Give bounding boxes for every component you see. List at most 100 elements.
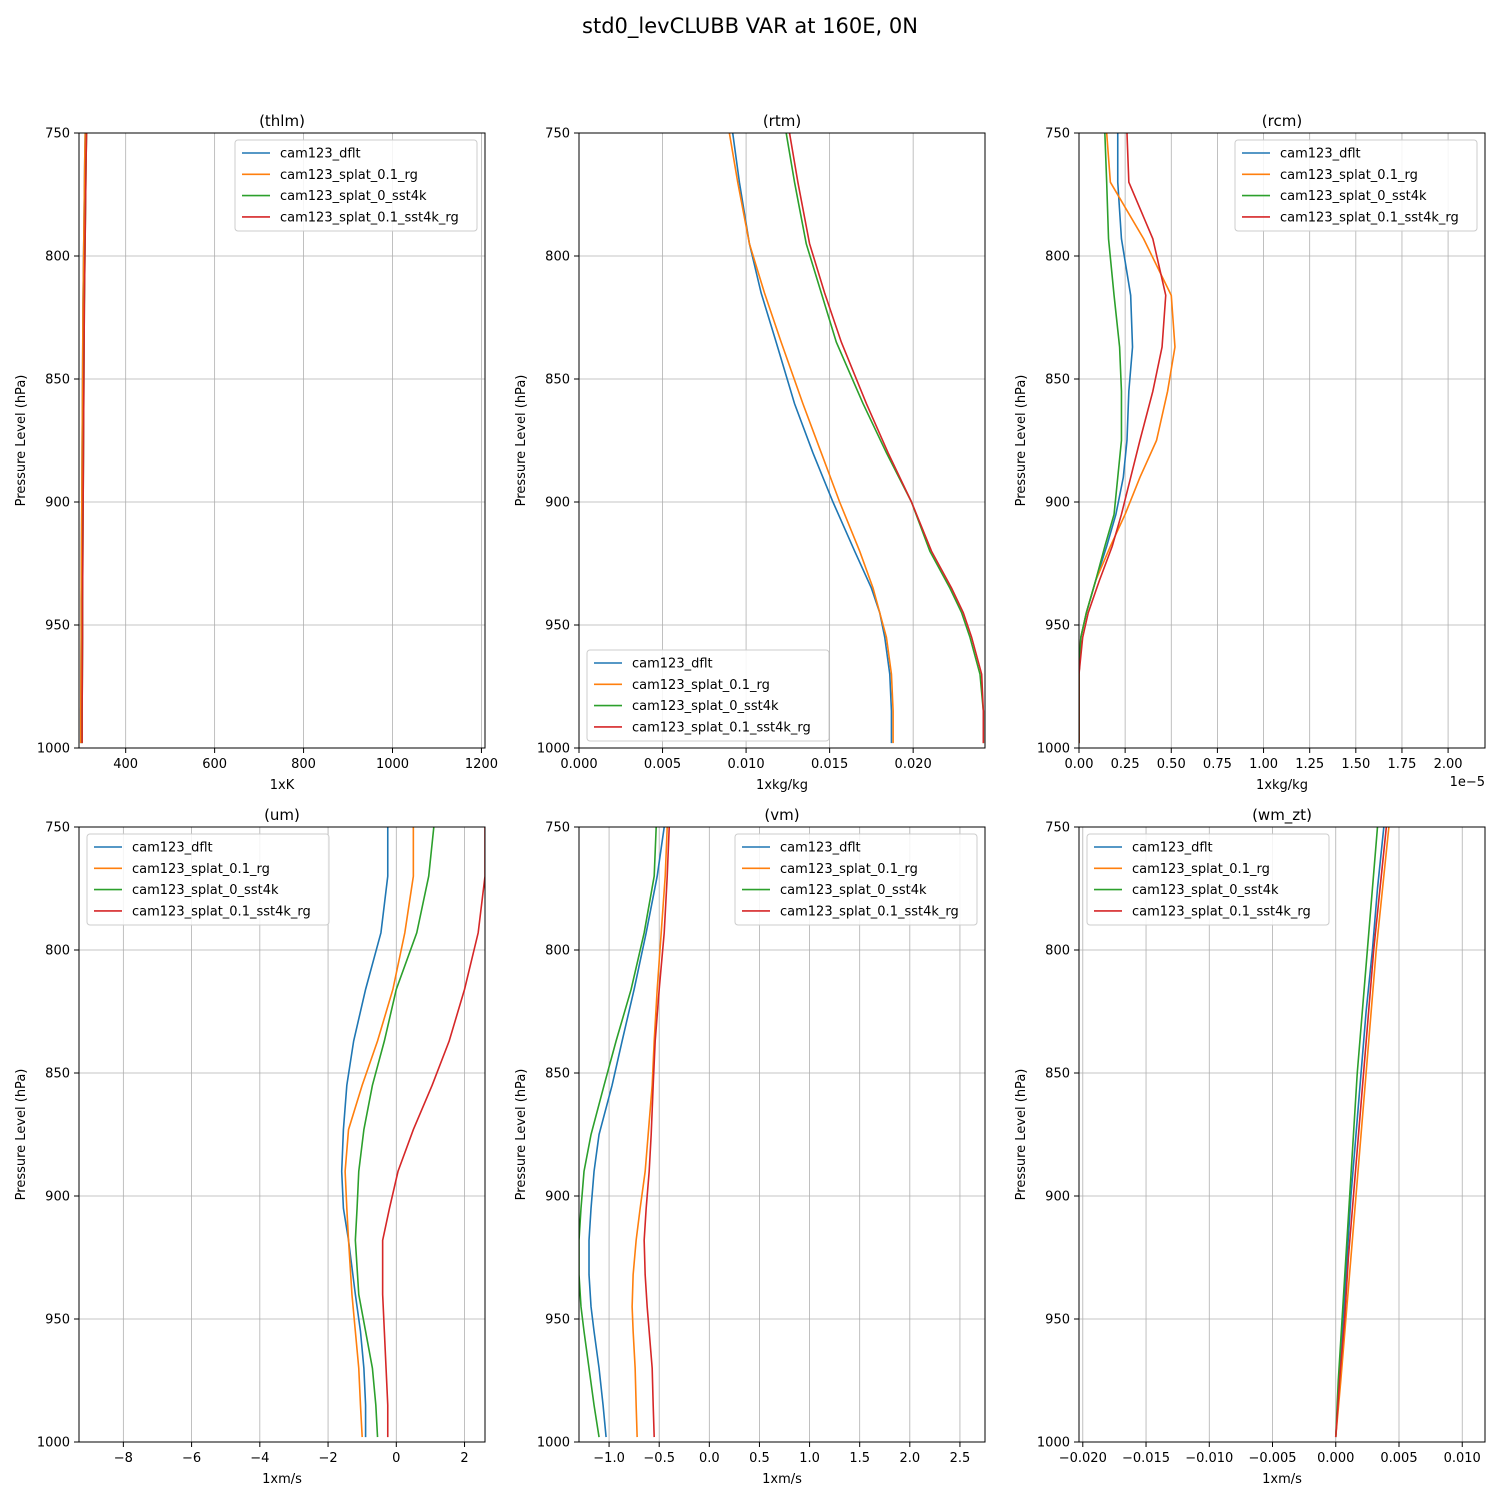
subplot-title: (vm) xyxy=(764,806,799,824)
y-axis-label: Pressure Level (hPa) xyxy=(514,1069,529,1201)
legend-label: cam123_splat_0.1_sst4k_rg xyxy=(632,720,811,735)
y-tick-label: 800 xyxy=(1045,944,1070,959)
y-tick-label: 1000 xyxy=(537,1436,570,1451)
legend-box xyxy=(1234,139,1478,232)
x-tick-label: 0.000 xyxy=(560,757,597,772)
series-line-cam123_splat_0_sst4k xyxy=(1079,133,1123,744)
y-tick-label: 850 xyxy=(45,1067,70,1082)
legend-label: cam123_dflt xyxy=(780,841,861,856)
series-line-cam123_splat_0.1_sst4k_rg xyxy=(1079,133,1167,744)
axes-frame xyxy=(1078,132,1486,749)
series-line-cam123_splat_0.1_sst4k_rg xyxy=(1334,827,1388,1438)
series-line-cam123_splat_0.1_rg xyxy=(1334,827,1390,1438)
y-tick-label: 900 xyxy=(45,1190,70,1205)
series-line-cam123_splat_0_sst4k xyxy=(579,827,657,1438)
series-line-cam123_splat_0.1_sst4k_rg xyxy=(81,133,88,744)
legend-label: cam123_splat_0.1_rg xyxy=(632,678,770,693)
x-axis-label: 1xkg/kg xyxy=(756,778,808,793)
x-tick-label: −8 xyxy=(114,1451,133,1466)
x-tick-label: 0.25 xyxy=(1111,757,1140,772)
y-tick-label: 750 xyxy=(1045,821,1070,836)
x-axis-label: 1xK xyxy=(270,778,295,793)
series-line-cam123_splat_0.1_rg xyxy=(79,133,87,744)
x-tick-label: 2.00 xyxy=(1434,757,1463,772)
x-tick-label: −0.020 xyxy=(1059,1451,1107,1466)
x-tick-label: 1200 xyxy=(465,757,498,772)
y-tick-label: 750 xyxy=(45,821,70,836)
legend-label: cam123_dflt xyxy=(1132,841,1213,856)
y-tick-label: 850 xyxy=(1045,1067,1070,1082)
legend-label: cam123_splat_0.1_rg xyxy=(1280,168,1418,183)
y-tick-label: 800 xyxy=(545,250,570,265)
legend-label: cam123_splat_0_sst4k xyxy=(132,883,279,898)
subplot-title: (thlm) xyxy=(259,112,305,130)
axes-frame xyxy=(78,132,486,749)
x-tick-label: 2 xyxy=(460,1451,468,1466)
series-line-cam123_splat_0.1_rg xyxy=(728,133,894,744)
subplot-title: (rcm) xyxy=(1262,112,1302,130)
x-tick-label: 0.020 xyxy=(895,757,932,772)
legend-label: cam123_splat_0_sst4k xyxy=(780,883,927,898)
legend-label: cam123_splat_0.1_rg xyxy=(780,862,918,877)
axes-frame xyxy=(578,132,986,749)
y-tick-label: 1000 xyxy=(537,742,570,757)
x-tick-label: −2 xyxy=(318,1451,337,1466)
x-tick-label: −0.015 xyxy=(1122,1451,1170,1466)
subplot-title: (rtm) xyxy=(763,112,801,130)
subplot-thlm: 400 600 800 1000 1200 750 800 850 900 950 1000 (thl… xyxy=(14,112,498,793)
legend-box xyxy=(586,649,830,742)
series-line-cam123_splat_0.1_sst4k_rg xyxy=(788,133,985,744)
legend: cam123_dflt cam123_splat_0.1_rg cam123_spl… xyxy=(234,139,478,232)
x-axis-label: 1xm/s xyxy=(1262,1472,1302,1487)
y-tick-label: 900 xyxy=(545,1190,570,1205)
x-tick-label: −1.0 xyxy=(593,1451,625,1466)
axes-frame xyxy=(78,826,486,1443)
legend-label: cam123_splat_0_sst4k xyxy=(1280,189,1427,204)
x-tick-label: 1.0 xyxy=(799,1451,820,1466)
legend-label: cam123_splat_0_sst4k xyxy=(280,189,427,204)
y-tick-label: 950 xyxy=(45,1313,70,1328)
legend-label: cam123_splat_0.1_sst4k_rg xyxy=(280,210,459,225)
x-tick-label: 0.50 xyxy=(1157,757,1186,772)
legend: cam123_dflt cam123_splat_0.1_rg cam123_spl… xyxy=(1086,833,1330,926)
y-tick-label: 950 xyxy=(545,1313,570,1328)
y-tick-label: 750 xyxy=(545,127,570,142)
y-tick-label: 1000 xyxy=(1037,1436,1070,1451)
series-line-cam123_dflt xyxy=(1079,133,1134,744)
y-tick-label: 750 xyxy=(45,127,70,142)
y-axis-label: Pressure Level (hPa) xyxy=(14,1069,29,1201)
subplot-title: (um) xyxy=(264,806,300,824)
x-tick-label: 0.00 xyxy=(1065,757,1094,772)
legend-label: cam123_splat_0.1_rg xyxy=(280,168,418,183)
x-tick-label: −6 xyxy=(182,1451,201,1466)
y-tick-label: 800 xyxy=(545,944,570,959)
y-tick-label: 800 xyxy=(45,250,70,265)
x-tick-label: 1.5 xyxy=(849,1451,870,1466)
x-tick-label: 0.015 xyxy=(811,757,848,772)
x-axis-label: 1xm/s xyxy=(262,1472,302,1487)
x-tick-label: 0.005 xyxy=(644,757,681,772)
x-tick-label: 0.75 xyxy=(1203,757,1232,772)
y-tick-label: 1000 xyxy=(37,1436,70,1451)
legend: cam123_dflt cam123_splat_0.1_rg cam123_spl… xyxy=(1234,139,1478,232)
x-tick-label: 0 xyxy=(392,1451,400,1466)
series-line-cam123_splat_0.1_sst4k_rg xyxy=(381,827,485,1438)
series-line-cam123_dflt xyxy=(340,827,389,1438)
y-tick-label: 850 xyxy=(545,1067,570,1082)
x-tick-label: 0.000 xyxy=(1317,1451,1354,1466)
y-tick-label: 900 xyxy=(545,496,570,511)
x-tick-label: 1.75 xyxy=(1387,757,1416,772)
y-tick-label: 800 xyxy=(45,944,70,959)
y-axis-label: Pressure Level (hPa) xyxy=(514,375,529,507)
y-tick-label: 950 xyxy=(45,619,70,634)
y-tick-label: 900 xyxy=(1045,496,1070,511)
figure-title: std0_levCLUBB VAR at 160E, 0N xyxy=(582,14,918,38)
x-tick-label: 1.25 xyxy=(1295,757,1324,772)
y-tick-label: 850 xyxy=(1045,373,1070,388)
x-tick-label: 2.0 xyxy=(899,1451,920,1466)
x-tick-label: 1000 xyxy=(376,757,409,772)
legend: cam123_dflt cam123_splat_0.1_rg cam123_spl… xyxy=(86,833,330,926)
legend: cam123_dflt cam123_splat_0.1_rg cam123_spl… xyxy=(586,649,830,742)
y-tick-label: 750 xyxy=(1045,127,1070,142)
